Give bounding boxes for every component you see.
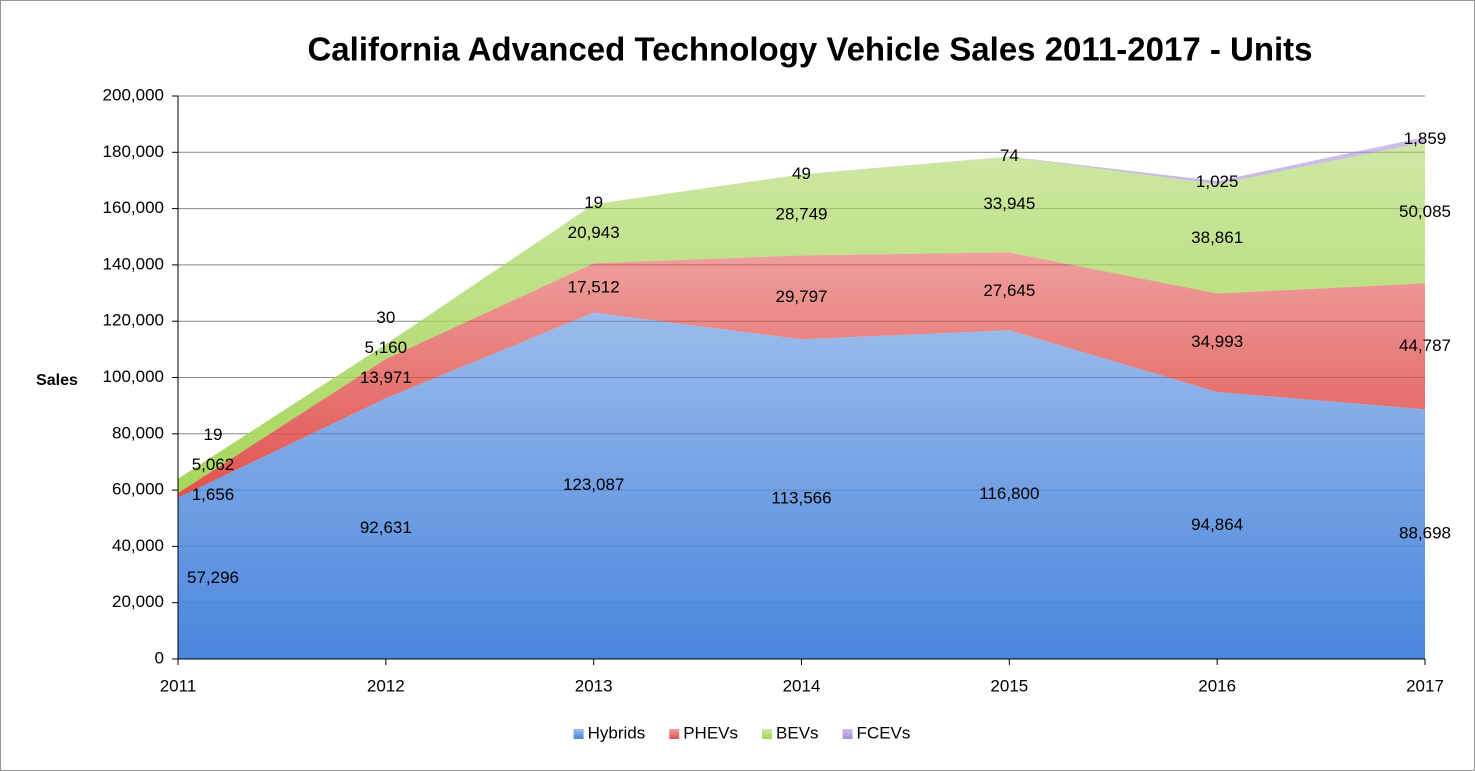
data-label: 20,943 bbox=[568, 223, 620, 242]
data-label: 57,296 bbox=[187, 568, 239, 587]
data-label: 94,864 bbox=[1191, 515, 1243, 534]
y-tick-label: 80,000 bbox=[112, 423, 164, 442]
data-label: 27,645 bbox=[983, 281, 1035, 300]
area bbox=[178, 142, 1425, 494]
legend-swatch bbox=[842, 729, 853, 739]
data-label: 44,787 bbox=[1399, 336, 1451, 355]
data-label: 113,566 bbox=[771, 489, 831, 508]
y-tick-label: 60,000 bbox=[112, 480, 164, 499]
legend-label: FCEVs bbox=[857, 723, 911, 742]
y-tick-label: 180,000 bbox=[103, 142, 164, 161]
data-label: 116,800 bbox=[979, 484, 1039, 503]
x-tick-label: 2017 bbox=[1406, 676, 1444, 695]
x-tick-label: 2011 bbox=[160, 676, 197, 695]
y-tick-label: 0 bbox=[155, 648, 164, 667]
data-label: 19 bbox=[584, 193, 603, 212]
data-label: 29,797 bbox=[776, 287, 828, 306]
data-label: 19 bbox=[204, 425, 223, 444]
legend-label: Hybrids bbox=[588, 723, 646, 742]
data-label: 49 bbox=[792, 164, 811, 183]
data-label: 1,656 bbox=[192, 485, 235, 504]
data-label: 28,749 bbox=[776, 204, 828, 223]
data-label: 30 bbox=[376, 308, 395, 327]
y-tick-label: 40,000 bbox=[112, 536, 164, 555]
legend-swatch bbox=[762, 729, 773, 739]
x-tick-label: 2014 bbox=[783, 676, 821, 695]
data-label: 1,025 bbox=[1196, 172, 1239, 191]
x-tick-label: 2015 bbox=[990, 676, 1028, 695]
data-label: 17,512 bbox=[568, 277, 620, 296]
y-tick-label: 100,000 bbox=[103, 367, 164, 386]
data-label: 50,085 bbox=[1399, 202, 1451, 221]
chart-title: California Advanced Technology Vehicle S… bbox=[307, 31, 1312, 68]
y-axis-label: Sales bbox=[36, 372, 78, 389]
data-label: 123,087 bbox=[563, 475, 624, 494]
y-tick-label: 160,000 bbox=[103, 198, 164, 217]
y-tick-label: 200,000 bbox=[103, 85, 164, 104]
data-label: 33,945 bbox=[983, 194, 1035, 213]
x-tick-label: 2013 bbox=[575, 676, 613, 695]
data-label: 1,859 bbox=[1404, 129, 1447, 148]
area bbox=[178, 312, 1425, 659]
legend-label: PHEVs bbox=[683, 723, 738, 742]
legend-swatch bbox=[669, 729, 680, 739]
x-tick-label: 2012 bbox=[367, 676, 405, 695]
data-label: 74 bbox=[1000, 146, 1019, 165]
data-label: 38,861 bbox=[1191, 228, 1243, 247]
y-tick-label: 20,000 bbox=[112, 592, 164, 611]
data-label: 13,971 bbox=[360, 368, 412, 387]
y-tick-label: 120,000 bbox=[103, 311, 164, 330]
legend-label: BEVs bbox=[776, 723, 819, 742]
area bbox=[178, 252, 1425, 498]
data-label: 88,698 bbox=[1399, 524, 1451, 543]
data-label: 92,631 bbox=[360, 518, 412, 537]
data-label: 34,993 bbox=[1191, 332, 1243, 351]
data-label: 5,160 bbox=[365, 338, 408, 357]
x-tick-label: 2016 bbox=[1198, 676, 1236, 695]
y-tick-label: 140,000 bbox=[103, 254, 164, 273]
data-label: 5,062 bbox=[192, 455, 235, 474]
legend-swatch bbox=[573, 729, 584, 739]
